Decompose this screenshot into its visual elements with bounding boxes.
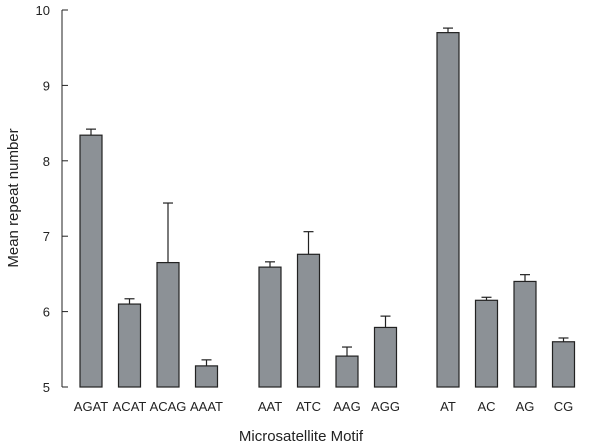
x-axis-title: Microsatellite Motif xyxy=(239,428,364,445)
bar-ag xyxy=(513,280,537,388)
bar-atc xyxy=(296,253,321,388)
x-tick-label: AT xyxy=(440,399,456,414)
x-tick-label: ACAT xyxy=(113,399,147,414)
x-tick-label: AC xyxy=(477,399,495,414)
y-tick-label: 6 xyxy=(43,305,50,320)
bar-agat xyxy=(79,134,103,388)
y-tick-label: 5 xyxy=(43,380,50,395)
bar-at xyxy=(436,32,460,388)
bar-aag xyxy=(335,355,359,388)
x-tick-label: AGAT xyxy=(74,399,108,414)
y-axis-title: Mean repeat number xyxy=(5,128,22,267)
y-tick-label: 10 xyxy=(36,3,50,18)
bar-acag xyxy=(156,261,180,388)
y-tick-label: 8 xyxy=(43,154,50,169)
x-tick-label: AAAT xyxy=(190,399,223,414)
bar-cg xyxy=(551,341,576,388)
bar-acat xyxy=(117,303,142,388)
y-axis: 5 6 7 8 9 10 xyxy=(36,3,68,395)
x-tick-label: CG xyxy=(554,399,574,414)
y-tick-label: 7 xyxy=(43,229,50,244)
bar-aat xyxy=(258,266,282,388)
y-tick-label: 9 xyxy=(43,78,50,93)
bar-ac xyxy=(474,299,499,388)
x-tick-label: ACAG xyxy=(150,399,187,414)
bars xyxy=(79,27,576,388)
x-tick-label: AGG xyxy=(371,399,400,414)
x-tick-label: AAG xyxy=(333,399,360,414)
x-tick-label: AG xyxy=(516,399,535,414)
x-tick-label: AAT xyxy=(258,399,282,414)
bar-agg xyxy=(373,326,398,388)
x-axis: AGAT ACAT ACAG AAAT AAT ATC AAG AGG AT AC AG CG xyxy=(74,399,573,414)
x-tick-label: ATC xyxy=(296,399,321,414)
bar-aaat xyxy=(194,365,219,388)
